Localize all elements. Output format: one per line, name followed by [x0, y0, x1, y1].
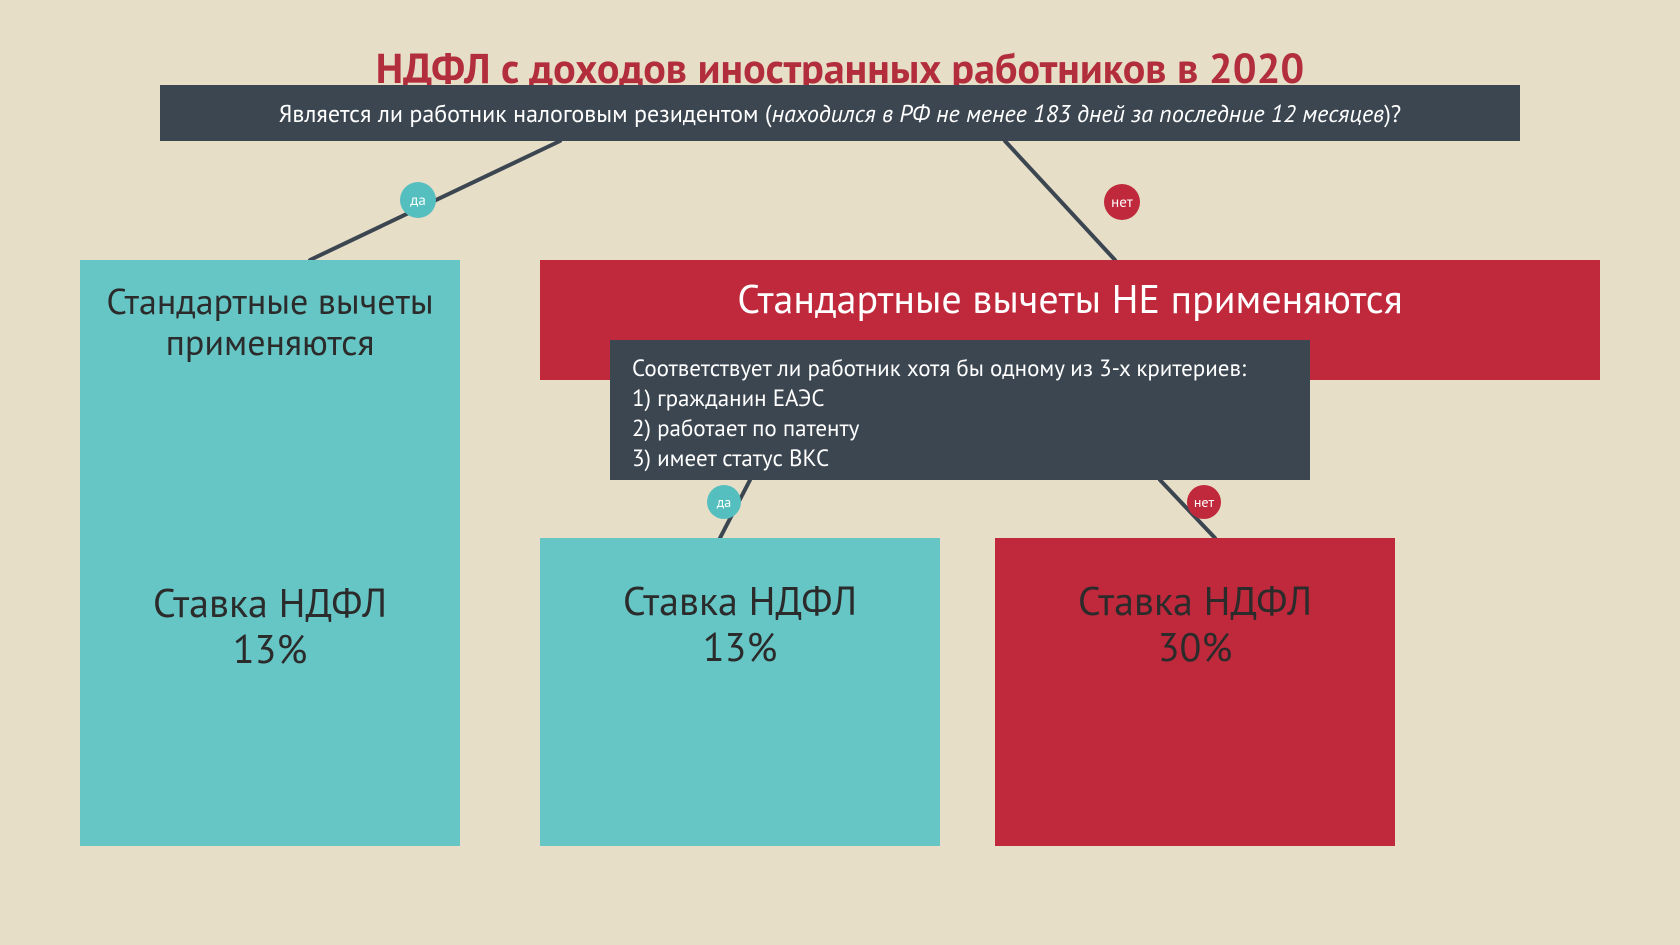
leaf-resident-title: Стандартные вычеты применяются: [80, 280, 460, 363]
leaf-resident: Стандартные вычеты применяются Ставка НД…: [80, 260, 460, 846]
leaf-nonresident-30-rate: Ставка НДФЛ30%: [995, 578, 1395, 670]
badge-q1-yes: да: [400, 182, 436, 218]
question-resident: Является ли работник налоговым резиденто…: [160, 85, 1520, 141]
badge-q1-no: нет: [1104, 184, 1140, 220]
leaf-nonresident-30: Ставка НДФЛ30%: [995, 538, 1395, 846]
header-nonresident-text: Стандартные вычеты НЕ применяются: [570, 276, 1570, 322]
leaf-nonresident-13-rate: Ставка НДФЛ13%: [540, 578, 940, 670]
flowchart-canvas: НДФЛ с доходов иностранных работников в …: [0, 0, 1680, 945]
question-criteria-text: Соответствует ли работник хотя бы одному…: [632, 354, 1288, 474]
leaf-resident-rate: Ставка НДФЛ13%: [80, 580, 460, 672]
leaf-nonresident-13: Ставка НДФЛ13%: [540, 538, 940, 846]
question-resident-text: Является ли работник налоговым резиденто…: [279, 98, 1402, 129]
edge-q1-no: [1005, 141, 1115, 260]
badge-q2-yes: да: [707, 485, 741, 519]
badge-q2-no: нет: [1187, 485, 1221, 519]
question-criteria: Соответствует ли работник хотя бы одному…: [610, 340, 1310, 480]
